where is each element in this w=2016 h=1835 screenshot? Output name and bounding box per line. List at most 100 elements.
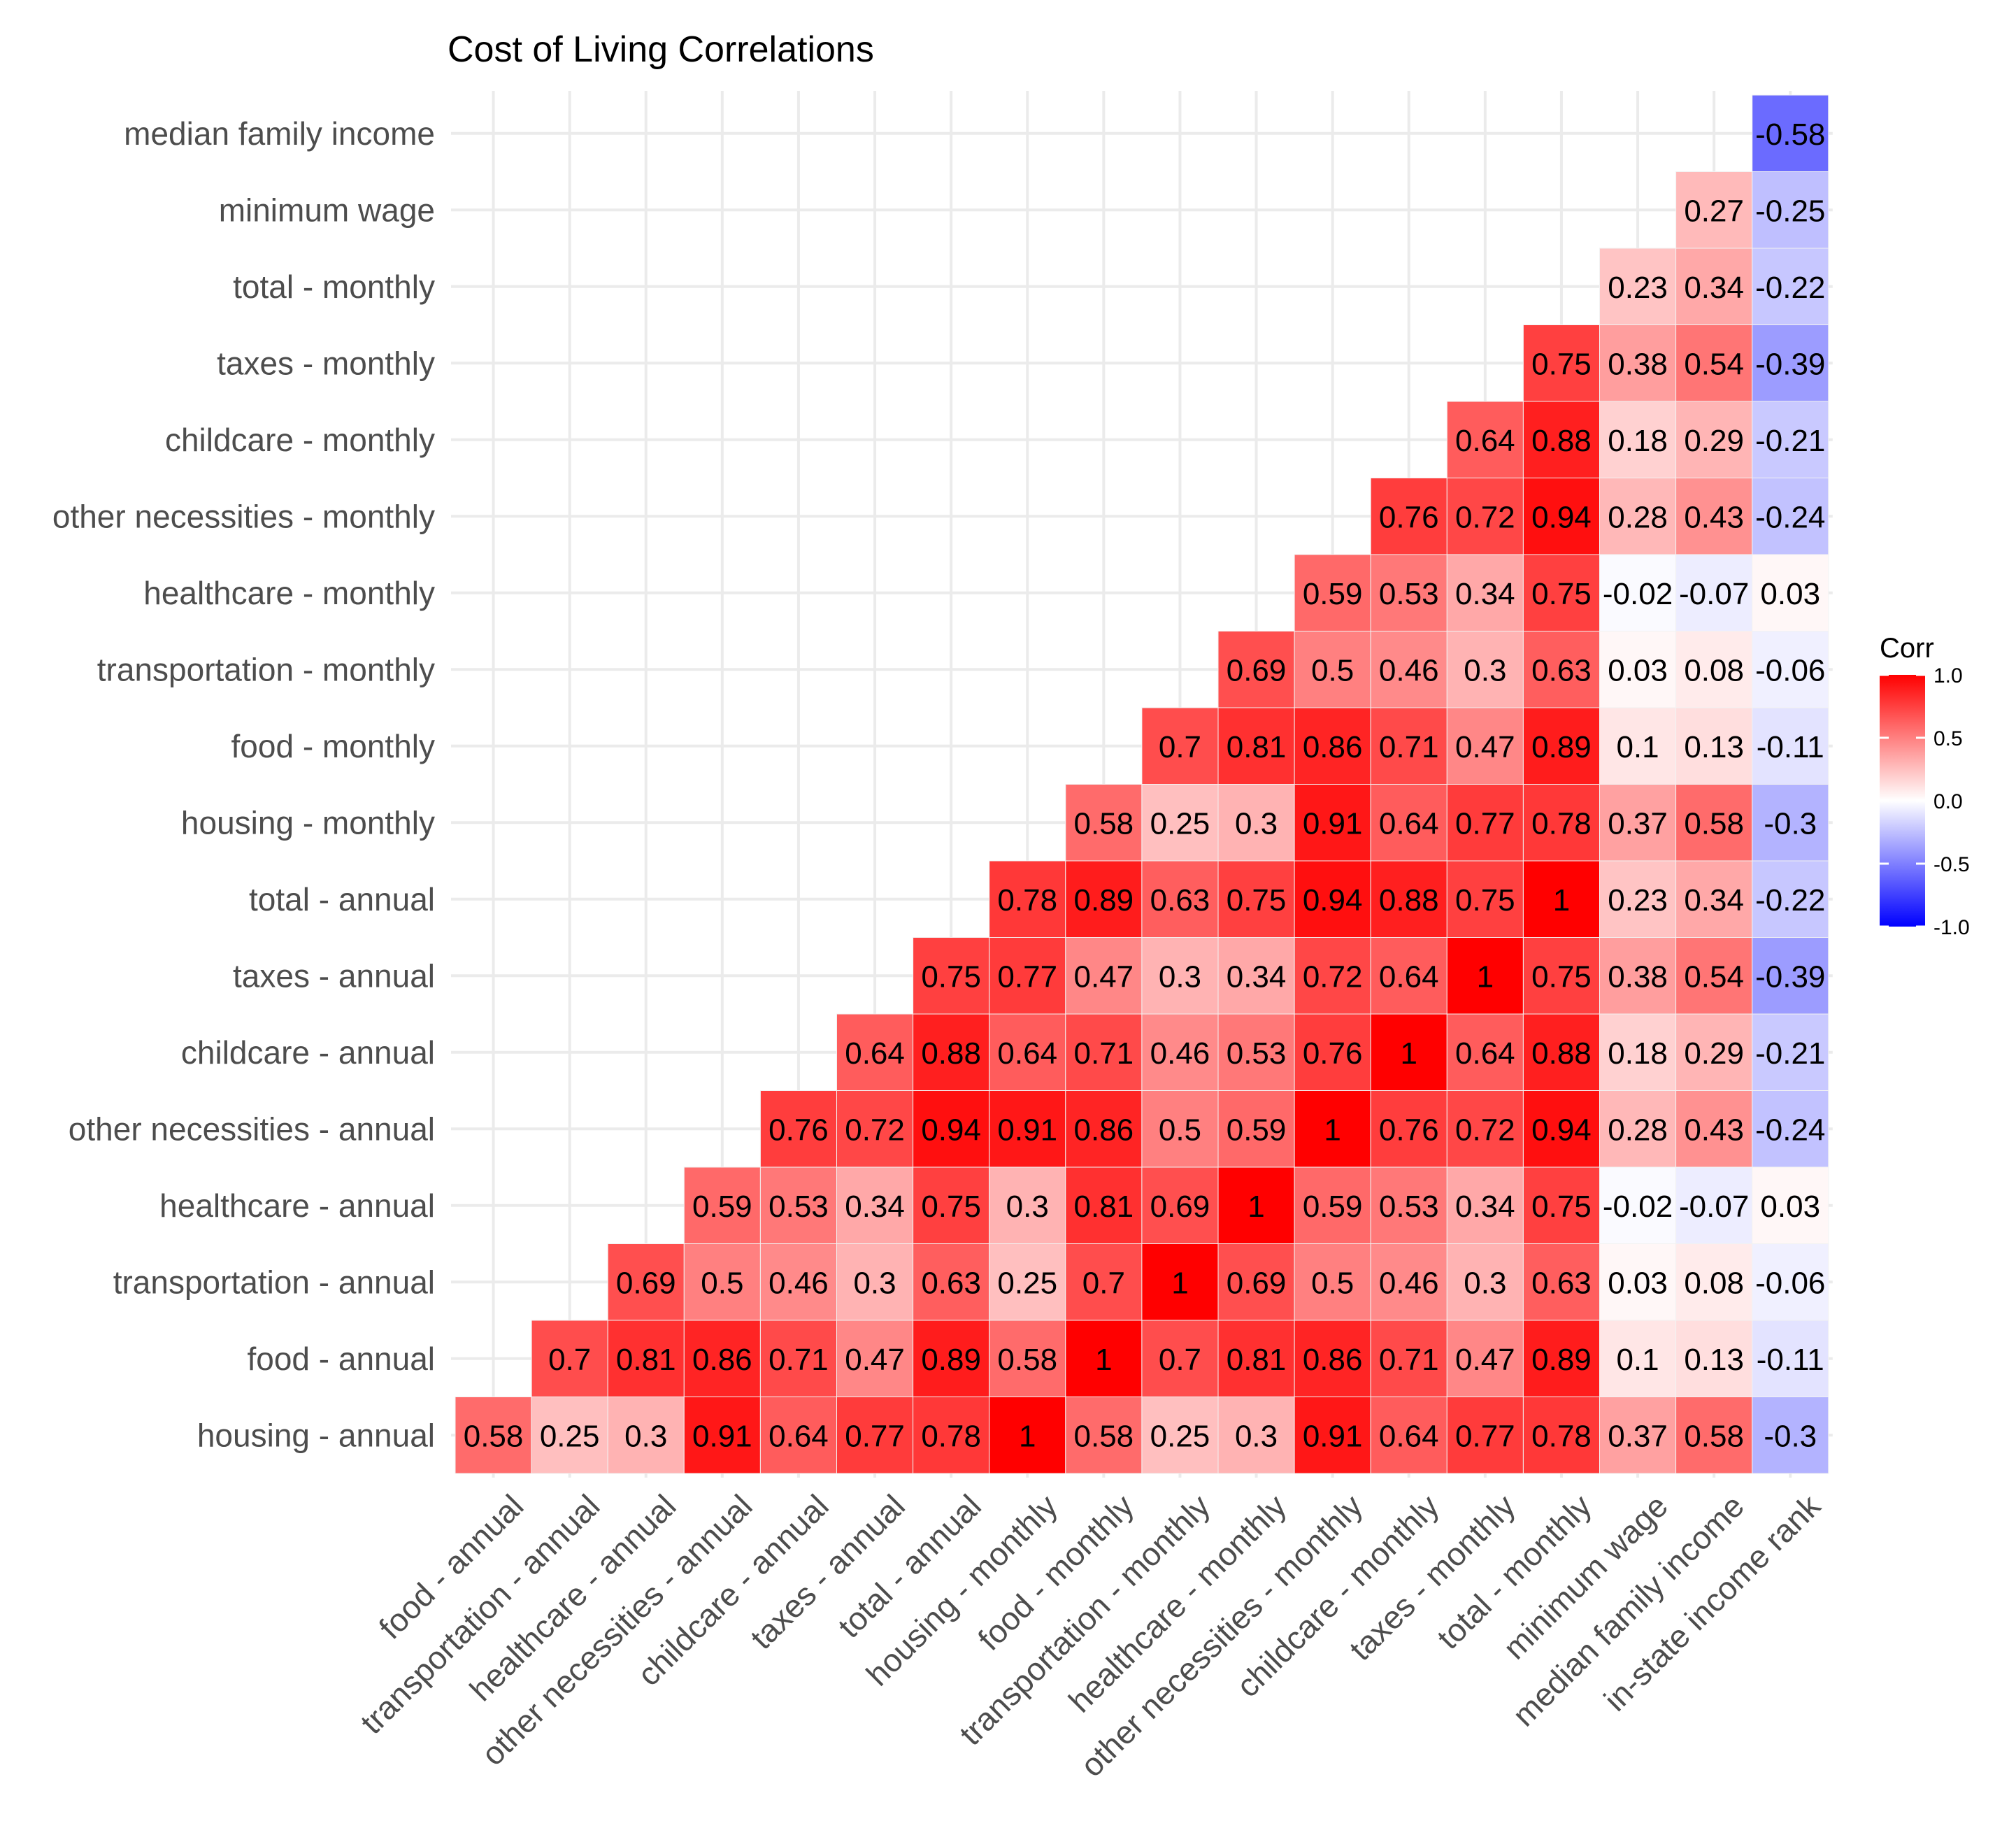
heatmap-cell bbox=[1370, 631, 1447, 708]
heatmap-cell bbox=[913, 1243, 990, 1321]
cell-value-label: 0.58 bbox=[1074, 1419, 1134, 1453]
cell-value-label: 0.77 bbox=[997, 959, 1057, 994]
heatmap-cell bbox=[989, 1243, 1066, 1321]
heatmap-cell bbox=[1294, 1090, 1371, 1168]
cell-value-label: -0.07 bbox=[1679, 577, 1749, 611]
cell-value-label: 0.3 bbox=[1235, 806, 1278, 841]
cell-value-label: 0.5 bbox=[1311, 1266, 1354, 1300]
cell-value-label: -0.22 bbox=[1755, 271, 1825, 305]
cell-value-label: 0.89 bbox=[921, 1343, 981, 1377]
cell-value-label: 0.34 bbox=[1455, 577, 1515, 611]
y-tick-label: transportation - monthly bbox=[97, 651, 435, 687]
heatmap-cell bbox=[1370, 937, 1447, 1015]
heatmap-cell bbox=[1675, 1090, 1753, 1168]
heatmap-cell bbox=[1752, 1397, 1829, 1474]
heatmap-cell bbox=[1294, 554, 1371, 631]
heatmap-cell bbox=[1599, 631, 1677, 708]
heatmap-cell bbox=[1752, 707, 1829, 785]
cell-value-label: 0.81 bbox=[1227, 730, 1287, 764]
cell-value-label: 0.13 bbox=[1684, 730, 1744, 764]
heatmap-cell bbox=[1752, 401, 1829, 478]
heatmap-cell bbox=[1065, 1166, 1143, 1244]
heatmap-cell bbox=[1675, 631, 1753, 708]
cell-value-label: 0.63 bbox=[1531, 653, 1592, 687]
heatmap-cell bbox=[1675, 248, 1753, 325]
cell-value-label: 0.78 bbox=[997, 883, 1057, 918]
heatmap-cell bbox=[1752, 860, 1829, 938]
cell-value-label: 0.59 bbox=[1303, 577, 1363, 611]
heatmap-cell bbox=[1522, 1166, 1600, 1244]
heatmap-cell bbox=[1217, 1166, 1295, 1244]
heatmap-cell bbox=[1599, 707, 1677, 785]
cell-value-label: 0.37 bbox=[1608, 1419, 1668, 1453]
heatmap-cell bbox=[1522, 1320, 1600, 1397]
cell-value-label: 0.89 bbox=[1531, 730, 1592, 764]
cell-value-label: -0.21 bbox=[1755, 424, 1825, 458]
cell-value-label: 0.08 bbox=[1684, 653, 1744, 687]
heatmap-cell bbox=[1294, 1320, 1371, 1397]
y-tick-label: housing - monthly bbox=[181, 804, 435, 841]
chart-title: Cost of Living Correlations bbox=[448, 29, 874, 70]
heatmap-cell bbox=[455, 1397, 532, 1474]
cell-value-label: -0.02 bbox=[1603, 577, 1673, 611]
heatmap-cell bbox=[1522, 478, 1600, 555]
cell-value-label: 0.58 bbox=[1684, 1419, 1744, 1453]
legend-tick-label: -1.0 bbox=[1933, 916, 1970, 939]
heatmap-cell bbox=[1141, 937, 1219, 1015]
heatmap-cell bbox=[1065, 860, 1143, 938]
cell-value-label: 0.94 bbox=[921, 1113, 981, 1147]
heatmap-cell bbox=[1370, 478, 1447, 555]
heatmap-cell bbox=[1217, 707, 1295, 785]
heatmap-cell bbox=[1752, 631, 1829, 708]
cell-value-label: 1 bbox=[1095, 1343, 1112, 1377]
y-tick-label: minimum wage bbox=[219, 192, 435, 228]
heatmap-cells bbox=[455, 94, 1829, 1474]
heatmap-cell bbox=[683, 1243, 761, 1321]
heatmap-cell bbox=[1675, 171, 1753, 249]
cell-value-label: 0.71 bbox=[768, 1343, 829, 1377]
heatmap-cell bbox=[1522, 937, 1600, 1015]
cell-value-label: -0.58 bbox=[1755, 117, 1825, 152]
legend-title: Corr bbox=[1880, 633, 1934, 664]
cell-value-label: -0.3 bbox=[1764, 1419, 1817, 1453]
cell-value-label: 0.08 bbox=[1684, 1266, 1744, 1300]
cell-value-label: -0.06 bbox=[1755, 1266, 1825, 1300]
cell-value-label: 0.76 bbox=[1379, 500, 1439, 534]
heatmap-cell bbox=[1217, 631, 1295, 708]
heatmap-cell bbox=[989, 1397, 1066, 1474]
cell-value-label: 0.59 bbox=[1227, 1113, 1287, 1147]
cell-value-label: 0.27 bbox=[1684, 194, 1744, 228]
cell-value-label: 0.89 bbox=[1074, 883, 1134, 918]
cell-value-label: 0.7 bbox=[1159, 1343, 1201, 1377]
cell-value-label: 0.53 bbox=[1379, 1190, 1439, 1224]
cell-value-label: 0.77 bbox=[1455, 806, 1515, 841]
cell-value-label: -0.11 bbox=[1757, 730, 1824, 764]
cell-value-label: -0.24 bbox=[1755, 500, 1825, 534]
cell-value-label: 0.38 bbox=[1608, 347, 1668, 381]
heatmap-cell bbox=[1752, 1013, 1829, 1091]
heatmap-cell bbox=[1065, 1397, 1143, 1474]
heatmap-cell bbox=[913, 1397, 990, 1474]
cell-value-label: 0.5 bbox=[701, 1266, 743, 1300]
cell-value-label: 0.1 bbox=[1616, 1343, 1659, 1377]
y-tick-label: other necessities - annual bbox=[69, 1111, 435, 1147]
cell-value-label: 0.64 bbox=[1379, 806, 1439, 841]
heatmap-cell bbox=[1599, 478, 1677, 555]
cell-value-label: 0.34 bbox=[1684, 271, 1744, 305]
heatmap-cell bbox=[1294, 707, 1371, 785]
y-tick-label: taxes - annual bbox=[233, 957, 435, 994]
cell-value-label: -0.21 bbox=[1755, 1036, 1825, 1071]
cell-value-label: 0.91 bbox=[997, 1113, 1057, 1147]
cell-value-label: 0.71 bbox=[1379, 730, 1439, 764]
cell-value-label: 0.76 bbox=[1303, 1036, 1363, 1071]
heatmap-cell bbox=[1294, 1243, 1371, 1321]
y-tick-label: other necessities - monthly bbox=[52, 498, 435, 534]
cell-value-label: 0.25 bbox=[997, 1266, 1057, 1300]
y-axis-tick-labels: housing - annual food - annual transportat… bbox=[52, 115, 435, 1454]
cell-value-label: 0.64 bbox=[768, 1419, 829, 1453]
cell-value-label: 0.7 bbox=[548, 1343, 591, 1377]
heatmap-cell bbox=[1599, 1166, 1677, 1244]
y-tick-label: healthcare - annual bbox=[159, 1187, 435, 1224]
cell-value-label: 0.47 bbox=[1455, 1343, 1515, 1377]
cell-value-label: 0.28 bbox=[1608, 1113, 1668, 1147]
